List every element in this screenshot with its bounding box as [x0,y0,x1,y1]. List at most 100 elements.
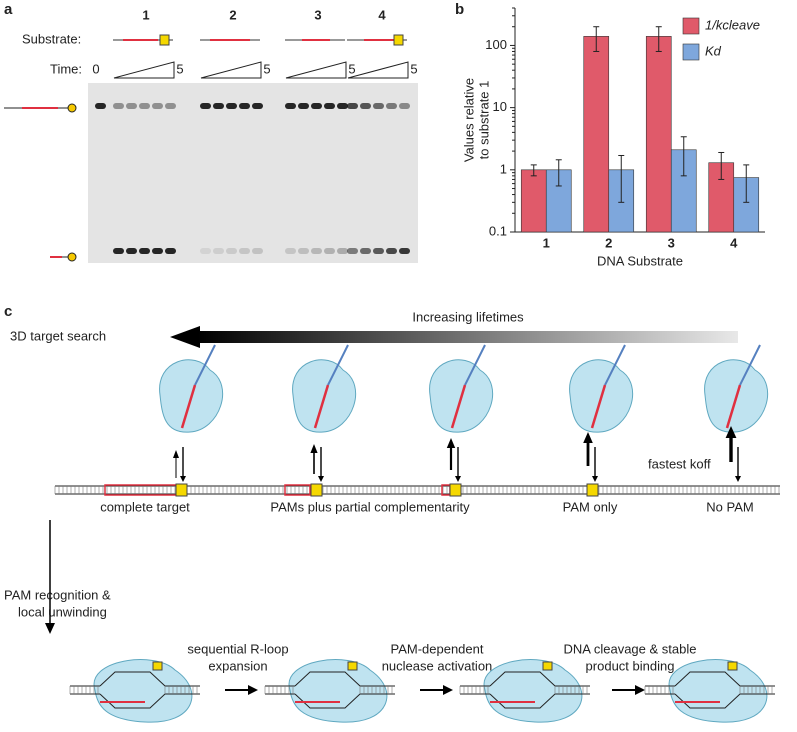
arrow-head [173,450,179,458]
gel-band [252,103,263,109]
step-label: product binding [586,658,675,673]
radiolabel [67,252,77,262]
gel-band [239,248,250,254]
arrow-head [592,476,598,482]
step-label: PAM recognition & [4,587,111,602]
gel-band [213,248,224,254]
error-bar [655,26,662,52]
gel-band [337,248,348,254]
arrow-head [170,326,200,348]
guide-rna [725,384,742,429]
y-tick-label: 100 [485,37,507,52]
pam [347,661,358,671]
gel-band [239,103,250,109]
step-label: expansion [208,658,267,673]
gel-band [213,103,224,109]
gel-band [200,103,211,109]
arrow-head [455,476,461,482]
guide-rna [604,344,626,386]
step-label: sequential R-loop [187,641,288,656]
x-axis-label: DNA Substrate [597,253,683,268]
dna-bubble [294,671,361,687]
guide-rna [590,384,607,429]
gel-band [347,248,358,254]
dna-bubble [489,671,556,687]
target-region [284,484,311,496]
legend-label: Kd [705,43,722,58]
cas-protein [93,659,193,723]
legend-label: 1/kcleave [705,17,760,32]
site-label: complete target [100,499,190,514]
cas-protein [668,659,768,723]
gel-band [285,103,296,109]
x-tick-label: 2 [605,235,612,250]
arrow-head [635,685,645,695]
time-ramp [113,61,175,79]
gel-band [285,248,296,254]
gel-band [347,103,358,109]
gel-band [226,103,237,109]
time-ramp [200,61,262,79]
arrow-head [318,476,324,482]
gel-band [165,248,176,254]
guide-rna [313,384,330,429]
x-tick-label: 1 [543,235,550,250]
step-label: DNA cleavage & stable [564,641,697,656]
pam [727,661,738,671]
bar [645,36,672,233]
pam [393,34,404,46]
radiolabel [67,103,77,113]
guide-rna [180,384,197,429]
gel-band [311,248,322,254]
gel-band [152,103,163,109]
gel-band [152,248,163,254]
panel-label: c [4,303,12,320]
gel-band [165,103,176,109]
pam [542,661,553,671]
y-axis-label: to substrate 1 [476,81,491,160]
lane-label: 3 [314,7,321,22]
error-bar [680,136,687,177]
cas-protein [288,659,388,723]
arrow-head [180,476,186,482]
gel-band [373,103,384,109]
time-ramp [285,61,347,79]
arrow-head [583,432,593,443]
site-label: No PAM [706,499,753,514]
error-bar [530,164,537,177]
step-label: PAM-dependent [391,641,484,656]
gel-band [360,248,371,254]
lifetime-arrow [198,331,738,343]
site-label: PAM only [563,499,618,514]
gel [88,83,418,263]
time-start: 0 [92,61,99,76]
arrow-head [735,476,741,482]
gel-band [139,248,150,254]
step-label: local unwinding [18,604,107,619]
error-bar [555,159,562,187]
lane-label: 1 [142,7,149,22]
cas-protein [483,659,583,723]
panel-label: a [4,1,13,18]
dna-bubble [674,671,741,687]
guide-rna [450,384,467,429]
gel-band [386,248,397,254]
gel-band [200,248,211,254]
time-label: Time: [50,61,82,76]
pam [310,483,323,497]
pam [159,34,170,46]
error-bar [718,151,725,180]
y-axis-label: Values relative [461,78,476,162]
step-label: nuclease activation [382,658,493,673]
dna-bubble [99,671,166,687]
time-end: 5 [348,61,355,76]
bar [520,169,547,233]
gel-band [113,103,124,109]
arrow-head [45,623,55,634]
legend-swatch [682,43,700,61]
pam [152,661,163,671]
time-end: 5 [176,61,183,76]
x-tick-label: 3 [668,235,675,250]
gel-band [399,103,410,109]
